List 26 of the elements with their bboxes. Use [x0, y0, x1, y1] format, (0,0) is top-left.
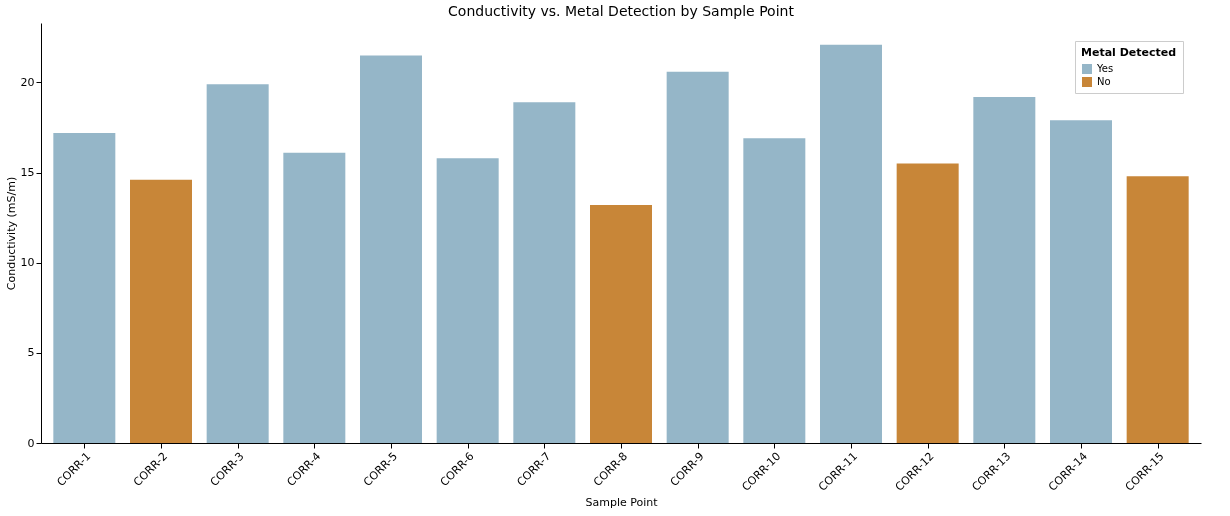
bar — [743, 138, 806, 443]
bar — [666, 71, 729, 443]
bar — [896, 163, 959, 443]
bar — [283, 152, 346, 443]
y-tick-label: 10 — [20, 256, 35, 270]
chart-title: Conductivity vs. Metal Detection by Sample Point — [448, 3, 795, 19]
bar — [590, 205, 652, 443]
bar — [436, 158, 499, 443]
bar — [1050, 120, 1112, 443]
legend-title: Metal Detected — [1081, 46, 1177, 59]
y-axis-title: Conductivity (mS/m) — [4, 176, 18, 291]
x-axis-title: Sample Point — [585, 496, 659, 510]
bar — [360, 55, 422, 443]
bar — [1126, 176, 1189, 443]
bar — [206, 84, 269, 443]
y-tick-label: 0 — [27, 436, 35, 450]
bar — [973, 96, 1036, 443]
bar — [820, 44, 882, 443]
legend-label: Yes — [1096, 63, 1114, 74]
legend-label: No — [1097, 76, 1111, 87]
bar — [53, 132, 116, 443]
y-tick-label: 20 — [20, 75, 35, 89]
bar — [513, 102, 576, 443]
y-tick-label: 5 — [27, 346, 35, 360]
y-tick-label: 15 — [20, 166, 35, 180]
bar — [130, 179, 192, 443]
